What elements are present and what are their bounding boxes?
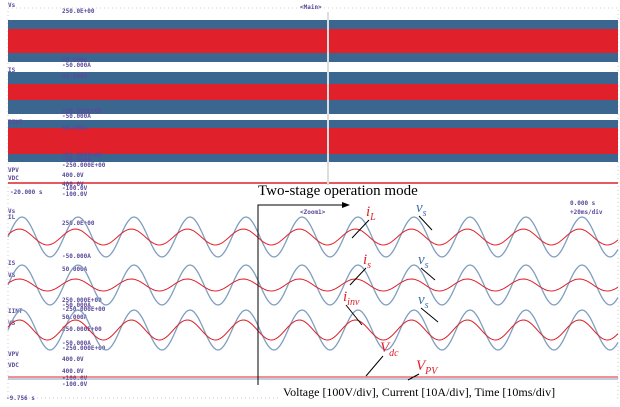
channel-label: -50.000A	[62, 62, 91, 69]
channel-label: 50.000A	[62, 73, 88, 80]
channel-label: 50.000A	[62, 125, 88, 132]
channel-label: VDC	[8, 175, 19, 182]
channel-label: IINT	[8, 119, 23, 126]
channel-label: 400.0V	[62, 172, 84, 179]
channel-label: -250.000E+00	[62, 345, 106, 352]
footer: Voltage [100V/div], Current [10A/div], T…	[283, 385, 555, 399]
timebase: +20ms/div	[570, 209, 603, 216]
channel-label: 400.0V	[62, 356, 84, 363]
subscript: dc	[389, 348, 399, 359]
channel-label: -100.0V	[62, 381, 88, 388]
channel-label: 400.0V	[62, 368, 84, 375]
channel-label: 250.0E+00	[62, 8, 95, 15]
channel-label: VPV	[8, 351, 19, 358]
channel-label: 250.0E+00	[62, 220, 95, 227]
strip-iinv-current	[8, 128, 618, 154]
channel-label: Vs	[8, 2, 16, 9]
channel-label: -250.000E+00	[62, 306, 106, 313]
marker-label: <Main>	[300, 4, 322, 11]
marker-label: <Zoom1>	[300, 209, 326, 216]
channel-label: -100.0V	[62, 191, 88, 198]
subscript: inv	[347, 297, 360, 308]
channel-label: IL	[8, 214, 16, 221]
subscript: s	[423, 208, 427, 219]
channel-label: -250.000E+00	[62, 162, 106, 169]
subscript: s	[425, 260, 429, 271]
channel-label: IS	[8, 260, 16, 267]
strip-vs-current	[8, 29, 618, 53]
channel-label: 250.000E+00	[62, 326, 102, 333]
channel-label: VPV	[8, 167, 19, 174]
subscript: s	[425, 300, 429, 311]
subscript: PV	[424, 366, 439, 377]
time-left: -9.756 s	[6, 395, 35, 402]
time-right: 0.000 s	[570, 200, 596, 207]
subscript: s	[367, 260, 371, 271]
channel-label: -50.000A	[62, 253, 91, 260]
channel-label: IINT	[8, 308, 23, 315]
scope-screenshot: <Main> -20.000 s Vs 250.0E+00 50.000A -50.0…	[0, 0, 620, 407]
time-left: -20.000 s	[10, 189, 43, 196]
channel-label: IS	[8, 67, 16, 74]
subscript: L	[369, 212, 376, 223]
strip-is-current	[8, 84, 618, 100]
channel-label: VDC	[8, 362, 19, 369]
channel-label: -50.000A	[62, 113, 91, 120]
mode-label: Two-stage operation mode	[258, 183, 418, 199]
